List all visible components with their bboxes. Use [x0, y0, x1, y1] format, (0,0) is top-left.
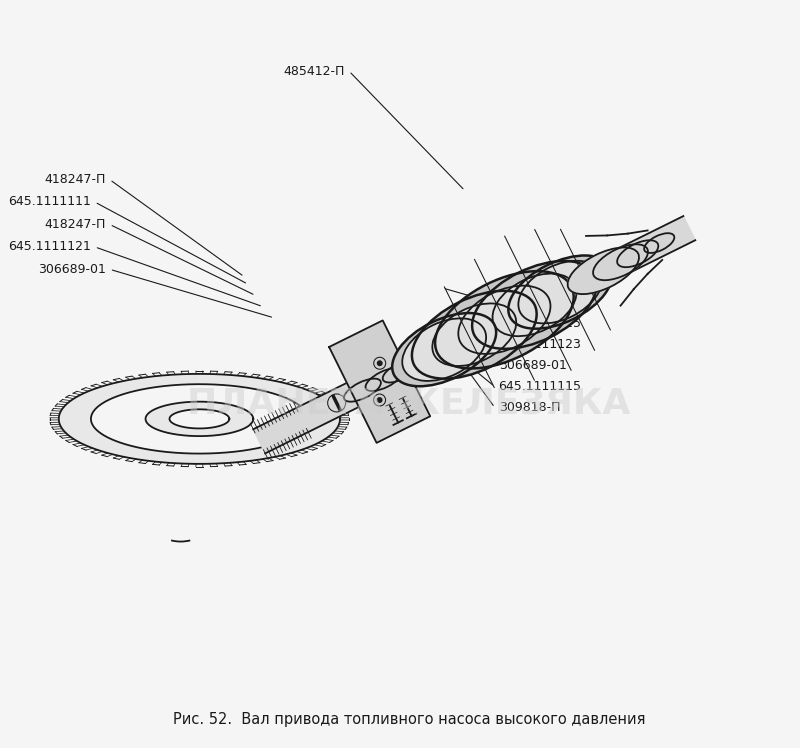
Text: 306689-01: 306689-01	[498, 359, 566, 373]
Polygon shape	[146, 402, 254, 436]
Text: 645.1111121: 645.1111121	[8, 240, 91, 254]
Text: 485412-П: 485412-П	[284, 64, 346, 78]
Ellipse shape	[508, 256, 612, 328]
Polygon shape	[254, 216, 695, 453]
Ellipse shape	[392, 313, 496, 386]
Text: 645.1111123: 645.1111123	[498, 338, 582, 352]
Ellipse shape	[458, 286, 550, 354]
Text: 306689-01: 306689-01	[38, 263, 106, 276]
Circle shape	[378, 361, 382, 366]
Ellipse shape	[435, 272, 574, 369]
Circle shape	[378, 398, 382, 402]
Text: 418247-П: 418247-П	[45, 173, 106, 186]
Ellipse shape	[644, 233, 674, 253]
Polygon shape	[170, 409, 230, 429]
Text: 645.1111111: 645.1111111	[8, 195, 91, 209]
Text: Рис. 52.  Вал привода топливного насоса высокого давления: Рис. 52. Вал привода топливного насоса в…	[173, 712, 645, 727]
Polygon shape	[58, 374, 340, 464]
Text: 418247-П: 418247-П	[45, 218, 106, 231]
Ellipse shape	[472, 261, 597, 349]
Ellipse shape	[617, 240, 658, 267]
Text: 309818-П: 309818-П	[498, 401, 560, 414]
Ellipse shape	[432, 304, 516, 366]
Ellipse shape	[402, 319, 486, 381]
Text: ПЛАНЕТА ЖЕЛЕЗЯКА: ПЛАНЕТА ЖЕЛЕЗЯКА	[187, 387, 630, 421]
Text: 645.1111115: 645.1111115	[498, 380, 582, 393]
Ellipse shape	[412, 291, 537, 378]
Text: 645.1111125: 645.1111125	[498, 317, 582, 331]
Ellipse shape	[568, 248, 639, 294]
Ellipse shape	[593, 245, 648, 280]
Ellipse shape	[493, 274, 577, 336]
Text: 301425-01: 301425-01	[498, 296, 566, 310]
Ellipse shape	[518, 261, 602, 323]
Polygon shape	[91, 384, 308, 453]
Polygon shape	[329, 320, 430, 443]
